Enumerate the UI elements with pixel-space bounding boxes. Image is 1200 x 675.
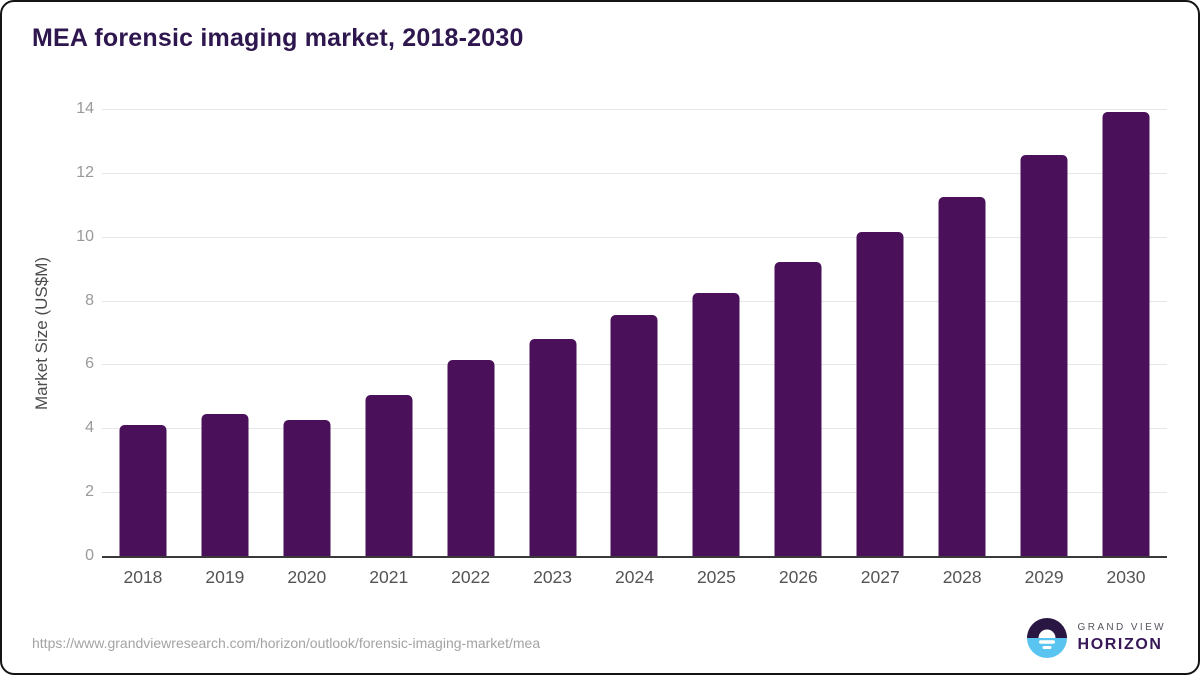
y-tick-label-8: 8 [85, 291, 94, 309]
bar-2029[interactable] [1020, 155, 1068, 556]
bar-cell-2018 [102, 109, 184, 556]
gridline-14 [102, 109, 1167, 110]
y-tick-label-4: 4 [85, 419, 94, 437]
bar-cell-2025 [675, 109, 757, 556]
bar-cell-2030 [1085, 109, 1167, 556]
y-tick-label-14: 14 [76, 100, 94, 117]
bar-2020[interactable] [283, 420, 331, 556]
bar-2027[interactable] [856, 231, 904, 556]
x-tick-label-2022: 2022 [451, 567, 491, 587]
bar-2022[interactable] [447, 359, 495, 556]
bars-row [102, 109, 1167, 556]
x-tick-label-2023: 2023 [533, 567, 573, 587]
brand-logo: GRAND VIEW HORIZON [1026, 617, 1166, 659]
bar-cell-2024 [594, 109, 676, 556]
source-url: https://www.grandviewresearch.com/horizo… [32, 635, 541, 651]
logo-sun [1038, 629, 1056, 638]
chart-title: MEA forensic imaging market, 2018-2030 [32, 24, 524, 52]
y-tick-label-0: 0 [85, 547, 94, 564]
x-tick-label-2026: 2026 [778, 567, 818, 587]
bar-2030[interactable] [1102, 112, 1150, 556]
bar-cell-2021 [348, 109, 430, 556]
bar-2021[interactable] [365, 394, 413, 556]
bar-cell-2019 [184, 109, 266, 556]
x-tick-label-2027: 2027 [860, 567, 900, 587]
x-axis-ticks: 2018 2019 2020 2021 2022 2023 2024 2025 2026 2027… [102, 567, 1167, 588]
y-tick-label-6: 6 [85, 355, 94, 373]
brand-name-bottom: HORIZON [1077, 636, 1163, 653]
x-tick-label-2020: 2020 [287, 567, 327, 587]
bar-cell-2022 [430, 109, 512, 556]
plot-area [102, 109, 1167, 558]
bar-cell-2023 [512, 109, 594, 556]
bar-cell-2028 [921, 109, 1003, 556]
bar-cell-2020 [266, 109, 348, 556]
bar-2028[interactable] [938, 196, 986, 556]
x-tick-label-2024: 2024 [615, 567, 654, 587]
gridline-10 [102, 236, 1167, 238]
y-axis-ticks: 0 2 4 6 8 10 12 14 [2, 100, 94, 564]
gridline-12 [102, 172, 1167, 174]
y-tick-label-2: 2 [85, 483, 94, 501]
bar-cell-2026 [757, 109, 839, 556]
bar-2026[interactable] [774, 262, 822, 556]
x-tick-label-2029: 2029 [1024, 567, 1064, 587]
bar-cell-2027 [839, 109, 921, 556]
bar-2018[interactable] [119, 425, 167, 556]
x-tick-label-2030: 2030 [1106, 567, 1146, 587]
x-tick-label-2021: 2021 [369, 567, 409, 587]
y-tick-label-10: 10 [76, 227, 94, 245]
bar-2025[interactable] [692, 292, 740, 556]
y-tick-label-12: 12 [76, 163, 94, 181]
gridline-8 [102, 300, 1167, 302]
x-tick-label-2028: 2028 [942, 567, 982, 587]
bar-2023[interactable] [529, 338, 577, 556]
grand-view-horizon-logo-icon [1026, 617, 1068, 659]
x-tick-label-2018: 2018 [123, 567, 163, 587]
x-tick-label-2025: 2025 [696, 567, 736, 587]
logo-sky-half [1026, 618, 1067, 638]
brand-text: GRAND VIEW HORIZON [1078, 622, 1166, 654]
bar-2019[interactable] [201, 413, 249, 556]
bar-2024[interactable] [610, 314, 658, 556]
brand-name-top: GRAND VIEW [1077, 622, 1166, 633]
bar-cell-2029 [1003, 109, 1085, 556]
x-tick-label-2019: 2019 [205, 567, 245, 587]
